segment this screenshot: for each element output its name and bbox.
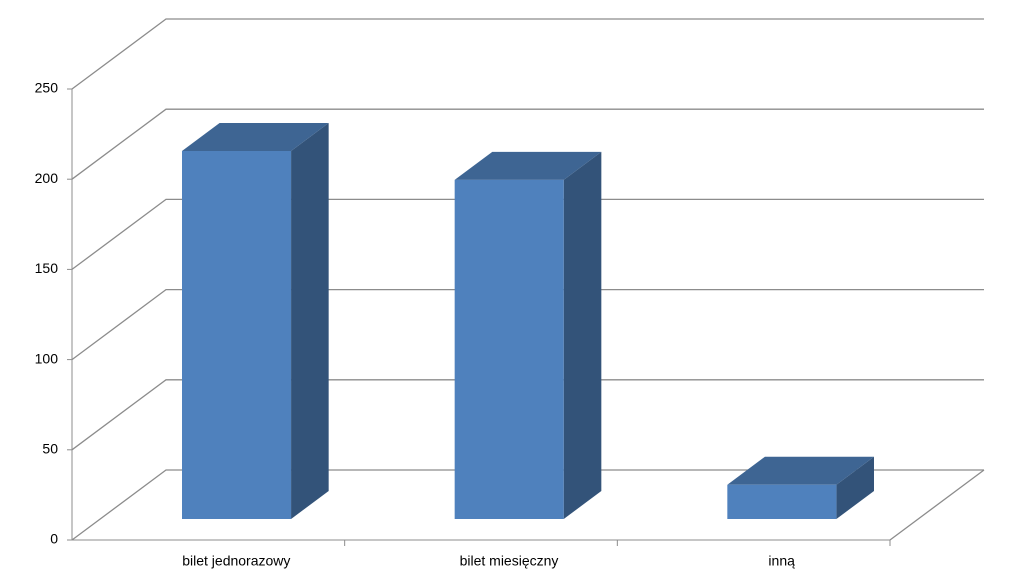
grid-line: [71, 198, 984, 270]
bar-side: [563, 151, 602, 519]
y-tick-label: 100: [35, 350, 59, 366]
bar-side: [291, 122, 329, 519]
bar-top: [182, 122, 329, 151]
grid-line: [71, 469, 984, 541]
grid-line: [71, 379, 984, 451]
y-tick-label: 150: [35, 260, 59, 276]
x-tick-label: bilet miesięczny: [460, 553, 559, 569]
bar-top: [727, 456, 874, 485]
bar-top: [454, 151, 602, 180]
grid-line: [71, 108, 984, 180]
y-tick-label: 250: [35, 80, 59, 96]
x-tick-label: inną: [768, 553, 795, 569]
y-tick-label: 0: [50, 531, 58, 547]
bar: [182, 122, 329, 519]
bar-front: [182, 150, 292, 519]
bar: [727, 456, 874, 519]
bar: [454, 151, 602, 519]
bar-side: [836, 456, 874, 519]
y-tick-label: 200: [35, 170, 59, 186]
bar-front: [454, 179, 564, 519]
grid-line: [71, 18, 984, 90]
grid-line: [71, 288, 984, 361]
bar-front: [727, 484, 837, 519]
floor-edge: [889, 469, 985, 541]
x-tick-label: bilet jednorazowy: [182, 553, 290, 569]
y-tick-label: 50: [42, 441, 58, 457]
